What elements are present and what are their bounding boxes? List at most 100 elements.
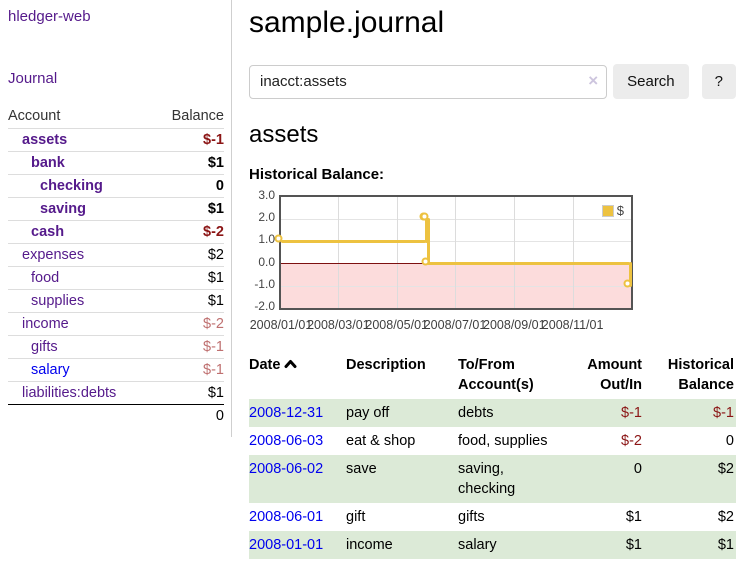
account-balance: $2 — [153, 243, 224, 267]
account-link[interactable]: checking — [40, 178, 103, 194]
account-link[interactable]: bank — [31, 155, 65, 171]
clear-search-icon[interactable]: × — [588, 70, 599, 90]
transaction-date-link[interactable]: 2008-06-03 — [249, 433, 324, 449]
account-link[interactable]: expenses — [22, 247, 85, 263]
transaction-accounts: saving, checking — [458, 461, 516, 497]
account-link[interactable]: food — [31, 270, 60, 286]
account-row: liabilities:debts $1 — [8, 381, 224, 405]
register-row[interactable]: 2008-06-03 eat & shop food, supplies $-2… — [249, 427, 736, 455]
account-link[interactable]: supplies — [31, 293, 85, 309]
register-row[interactable]: 2008-06-02 save saving, checking 0 $2 — [249, 455, 736, 503]
sidebar-item-journal[interactable]: Journal — [8, 70, 58, 87]
account-row: assets $-1 — [8, 129, 224, 152]
account-row: supplies $1 — [8, 289, 224, 313]
register-row[interactable]: 2008-06-01 gift gifts $1 $2 — [249, 503, 736, 531]
accounts-column-header: To/From Account(s) — [458, 357, 534, 393]
accounts-table-header: Account Balance — [8, 105, 224, 129]
transaction-amount: $1 — [625, 537, 642, 553]
account-balance: $-1 — [153, 335, 224, 359]
legend-label: $ — [616, 203, 624, 218]
search-button[interactable]: Search — [613, 64, 689, 99]
account-link[interactable]: liabilities:debts — [22, 385, 117, 401]
balance-column-header-main: Historical Balance — [667, 357, 734, 393]
account-link[interactable]: gifts — [31, 339, 58, 355]
x-tick-label: 2008/03/01 — [307, 318, 370, 332]
accounts-table-body: assets $-1 bank $1 checking 0 — [8, 129, 224, 405]
y-tick-label: 2.0 — [258, 210, 275, 225]
balance-column-header: Balance — [153, 105, 224, 129]
sort-asc-icon — [284, 355, 297, 375]
transaction-balance: $1 — [717, 537, 734, 553]
description-column-header: Description — [346, 357, 426, 373]
account-row: expenses $2 — [8, 243, 224, 267]
account-balance: $-2 — [153, 220, 224, 244]
transaction-balance: $-1 — [713, 405, 734, 421]
chart-xlabels: 2008/01/01 2008/03/01 2008/05/01 2008/07/01… — [250, 318, 637, 334]
account-link[interactable]: cash — [31, 224, 65, 240]
x-tick-label: 2008/09/01 — [483, 318, 546, 332]
account-link[interactable]: saving — [40, 201, 86, 217]
register-table-body: 2008-12-31 pay off debts $-1 $-1 2008-06… — [249, 399, 736, 559]
page-title: sample.journal — [249, 6, 445, 39]
account-row: cash $-2 — [8, 220, 224, 244]
account-row: income $-2 — [8, 312, 224, 336]
transaction-amount: 0 — [633, 461, 642, 477]
transaction-accounts: salary — [458, 537, 497, 553]
search-input[interactable] — [249, 64, 608, 99]
transaction-description: income — [346, 537, 393, 553]
account-balance: $1 — [153, 381, 224, 405]
transaction-amount: $1 — [625, 509, 642, 525]
transaction-description: eat & shop — [346, 433, 416, 449]
y-tick-label: -1.0 — [254, 276, 275, 291]
account-balance: $-1 — [153, 358, 224, 382]
x-tick-label: 2008/05/01 — [365, 318, 428, 332]
transaction-accounts: gifts — [458, 509, 485, 525]
account-link[interactable]: salary — [31, 362, 70, 378]
chart-legend: $ — [599, 202, 626, 219]
chart-plot: $ — [274, 195, 633, 310]
accounts-table: Account Balance assets $-1 bank $1 — [8, 105, 224, 427]
register-table: Date Description To/From Account(s) Amou… — [249, 351, 736, 559]
register-header-row: Date Description To/From Account(s) Amou… — [249, 351, 736, 399]
account-balance: $1 — [153, 151, 224, 175]
account-link[interactable]: assets — [22, 132, 68, 148]
transaction-description: gift — [346, 509, 366, 525]
y-tick-label: 1.0 — [258, 232, 275, 247]
account-balance: $1 — [153, 197, 224, 221]
register-row[interactable]: 2008-12-31 pay off debts $-1 $-1 — [249, 399, 736, 427]
account-row: food $1 — [8, 266, 224, 290]
account-balance: 0 — [153, 174, 224, 198]
y-tick-label: 0.0 — [258, 254, 275, 269]
transaction-accounts: debts — [458, 405, 494, 421]
y-tick-label: -2.0 — [254, 299, 275, 313]
brand-link[interactable]: hledger-web — [8, 8, 91, 25]
x-tick-label: 2008/11/01 — [541, 318, 604, 332]
register-row[interactable]: 2008-01-01 income salary $1 $1 — [249, 531, 736, 559]
account-heading: assets — [249, 121, 319, 148]
account-row: bank $1 — [8, 151, 224, 175]
account-balance: $-1 — [203, 132, 224, 148]
transaction-amount: $-1 — [621, 405, 642, 421]
transaction-date-link[interactable]: 2008-12-31 — [249, 405, 324, 421]
x-tick-label: 2008/07/01 — [423, 318, 487, 332]
transaction-balance: 0 — [725, 433, 734, 449]
legend-swatch-icon — [601, 204, 614, 217]
transaction-date-link[interactable]: 2008-06-02 — [249, 461, 324, 477]
historical-balance-chart: 3.0 2.0 1.0 0.0 -1.0 -2.0 $ 2008/01/01 2008/03… — [249, 188, 736, 336]
search-help-button[interactable]: ? — [701, 64, 736, 99]
transaction-description: pay off — [346, 405, 390, 421]
account-link[interactable]: income — [22, 316, 69, 332]
account-balance: $-2 — [153, 312, 224, 336]
transaction-date-link[interactable]: 2008-06-01 — [249, 509, 324, 525]
transaction-date-link[interactable]: 2008-01-01 — [249, 537, 324, 553]
transaction-description: save — [346, 461, 377, 477]
x-tick-label: 2008/01/01 — [249, 318, 313, 332]
transaction-balance: $2 — [717, 509, 734, 525]
amount-column-header: Amount Out/In — [587, 357, 642, 393]
transaction-accounts: food, supplies — [458, 433, 548, 449]
date-column-header[interactable]: Date — [249, 351, 346, 399]
account-row: gifts $-1 — [8, 335, 224, 359]
y-tick-label: 3.0 — [258, 188, 275, 202]
account-row: saving $1 — [8, 197, 224, 221]
search-form: × Search ? — [249, 64, 736, 99]
